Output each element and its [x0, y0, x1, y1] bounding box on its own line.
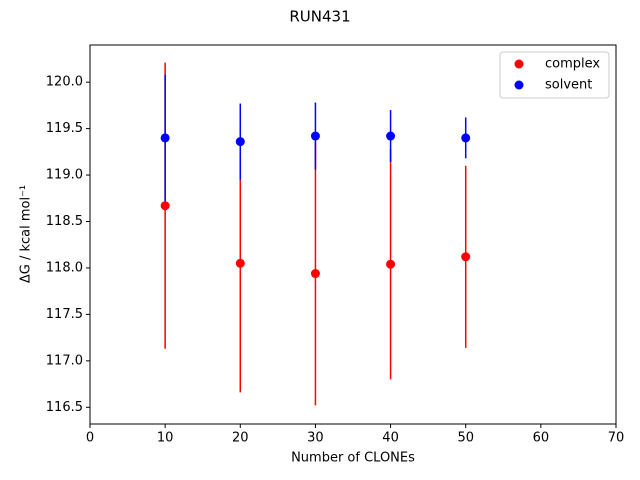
x-axis-label: Number of CLONEs — [291, 451, 415, 466]
x-tick-label: 10 — [157, 431, 174, 446]
x-tick-label: 30 — [307, 431, 324, 446]
y-tick-label: 118.0 — [46, 260, 83, 275]
legend-marker — [514, 59, 524, 69]
point — [461, 252, 471, 262]
x-tick-label: 60 — [533, 431, 550, 446]
chart-title: RUN431 — [289, 8, 350, 26]
point — [235, 137, 245, 147]
point — [310, 269, 320, 279]
legend-label: solvent — [545, 78, 592, 93]
y-tick-label: 117.0 — [46, 353, 83, 368]
x-tick-label: 70 — [608, 431, 625, 446]
point — [160, 133, 170, 143]
point — [386, 259, 396, 269]
y-tick-label: 119.5 — [46, 121, 83, 136]
point — [235, 258, 245, 268]
plot-frame — [89, 44, 617, 425]
legend-box — [499, 51, 610, 99]
point — [461, 133, 471, 143]
legend-marker — [514, 80, 524, 90]
point — [310, 131, 320, 141]
y-tick-label: 117.5 — [46, 307, 83, 322]
x-tick-label: 20 — [232, 431, 249, 446]
x-tick-label: 50 — [457, 431, 474, 446]
y-axis-label: ΔG / kcal mol⁻¹ — [19, 185, 34, 283]
y-tick-label: 118.5 — [46, 214, 83, 229]
point — [160, 201, 170, 211]
y-tick-label: 116.5 — [46, 400, 83, 415]
y-tick-label: 120.0 — [46, 75, 83, 90]
x-tick-label: 0 — [86, 431, 94, 446]
point — [386, 131, 396, 141]
y-tick-label: 119.0 — [46, 168, 83, 183]
legend-label: complex — [545, 57, 600, 72]
x-tick-label: 40 — [382, 431, 399, 446]
